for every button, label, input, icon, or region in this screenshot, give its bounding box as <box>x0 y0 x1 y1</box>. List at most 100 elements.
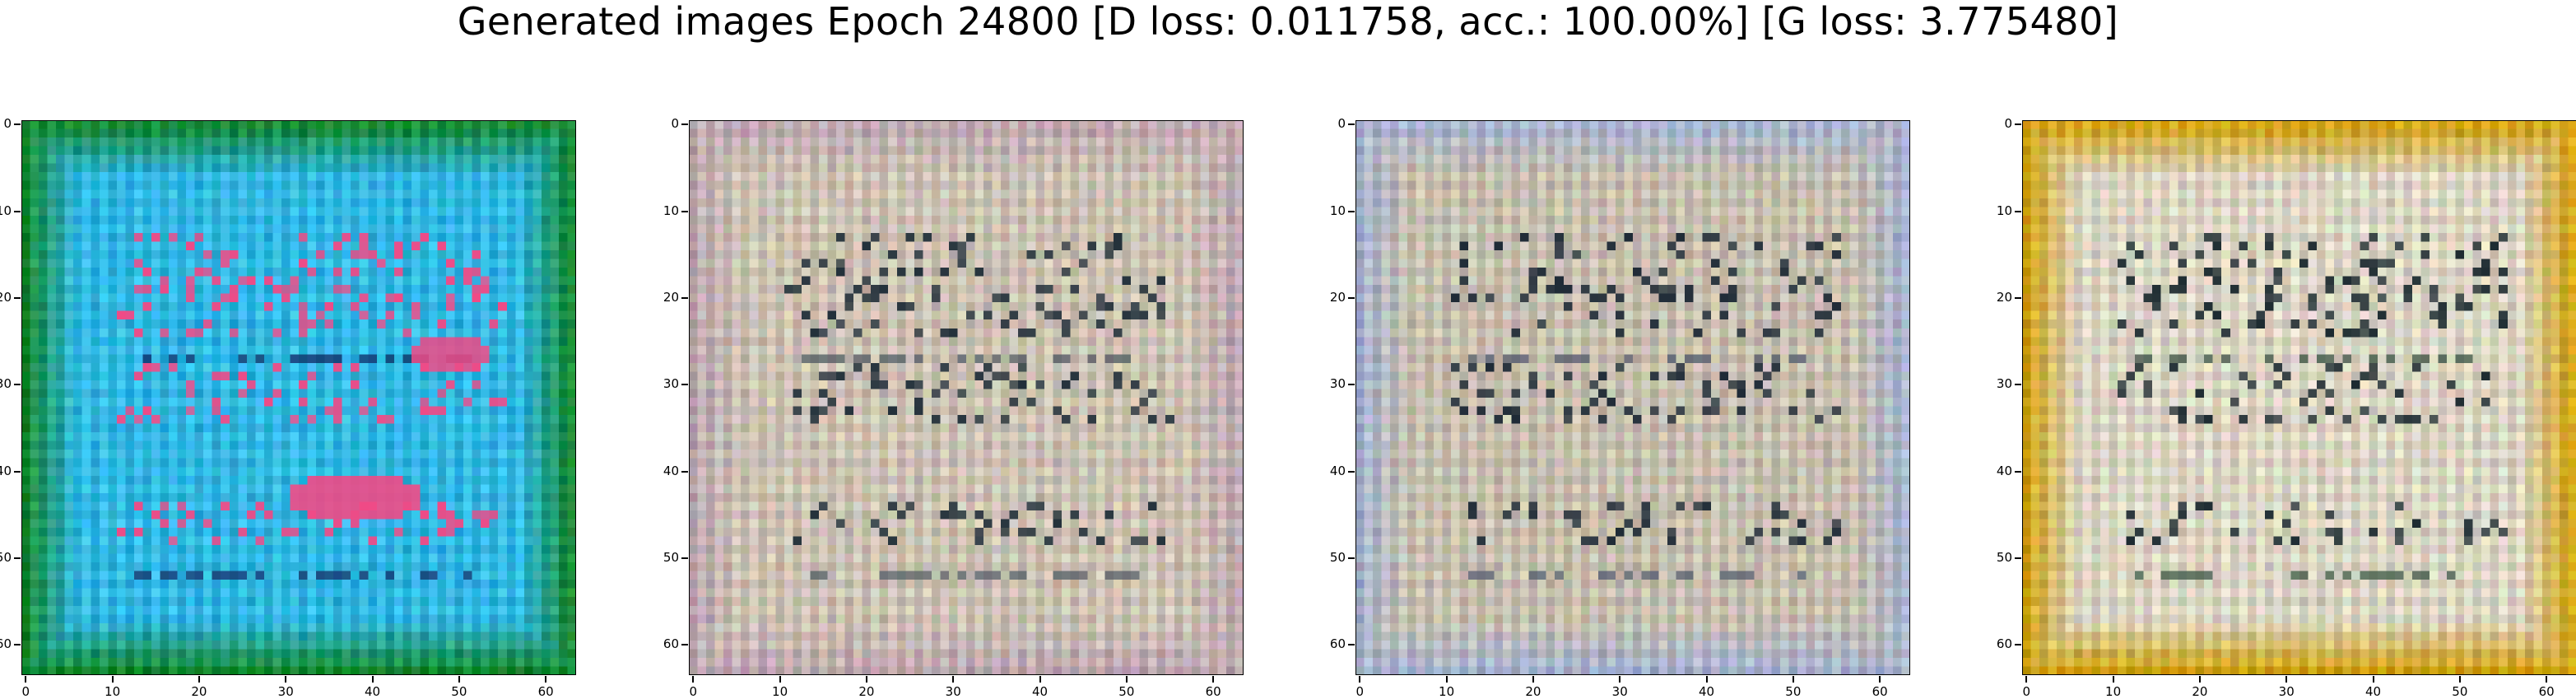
y-tick-mark <box>14 471 21 473</box>
y-tick-label: 20 <box>646 291 679 305</box>
y-tick-mark <box>681 123 688 125</box>
y-tick-label: 50 <box>1313 551 1346 565</box>
y-tick-label: 10 <box>646 204 679 218</box>
y-tick-label: 0 <box>646 117 679 131</box>
x-tick-mark <box>2373 676 2374 683</box>
y-tick-mark <box>681 471 688 473</box>
x-tick-label: 50 <box>443 685 476 699</box>
x-tick-mark <box>285 676 286 683</box>
y-tick-label: 40 <box>1979 464 2012 478</box>
x-tick-mark <box>1126 676 1128 683</box>
y-tick-mark <box>681 644 688 645</box>
y-tick-label: 60 <box>1313 637 1346 651</box>
x-tick-mark <box>692 676 694 683</box>
y-tick-label: 30 <box>1313 377 1346 391</box>
y-tick-mark <box>2015 297 2021 299</box>
x-tick-label: 10 <box>1430 685 1463 699</box>
x-tick-label: 0 <box>2010 685 2043 699</box>
generated-image-2-pixels <box>689 120 1244 675</box>
x-tick-mark <box>458 676 460 683</box>
generated-image-4-pixels <box>2022 120 2576 675</box>
y-tick-mark <box>14 384 21 385</box>
y-tick-label: 0 <box>1313 117 1346 131</box>
y-tick-label: 50 <box>646 551 679 565</box>
y-tick-label: 30 <box>0 377 12 391</box>
x-tick-mark <box>2546 676 2547 683</box>
x-tick-label: 60 <box>529 685 562 699</box>
y-tick-label: 40 <box>646 464 679 478</box>
x-tick-label: 60 <box>2530 685 2563 699</box>
y-tick-label: 30 <box>1979 377 2012 391</box>
y-tick-mark <box>1348 211 1355 212</box>
y-tick-label: 50 <box>0 551 12 565</box>
figure-title: Generated images Epoch 24800 [D loss: 0.… <box>0 0 2576 43</box>
x-tick-label: 20 <box>2183 685 2216 699</box>
y-tick-label: 0 <box>0 117 12 131</box>
y-tick-label: 60 <box>646 637 679 651</box>
x-tick-label: 0 <box>9 685 42 699</box>
x-tick-label: 10 <box>2097 685 2130 699</box>
x-tick-mark <box>1706 676 1708 683</box>
y-tick-mark <box>14 123 21 125</box>
y-tick-mark <box>1348 123 1355 125</box>
y-tick-label: 20 <box>0 291 12 305</box>
y-tick-label: 20 <box>1979 291 2012 305</box>
y-tick-mark <box>2015 384 2021 385</box>
x-tick-label: 30 <box>269 685 302 699</box>
x-tick-mark <box>2459 676 2461 683</box>
y-tick-mark <box>1348 384 1355 385</box>
x-tick-label: 20 <box>1517 685 1550 699</box>
x-tick-mark <box>1793 676 1794 683</box>
x-tick-mark <box>545 676 546 683</box>
y-tick-label: 10 <box>1313 204 1346 218</box>
x-tick-mark <box>1212 676 1214 683</box>
x-tick-mark <box>1039 676 1041 683</box>
y-tick-mark <box>681 297 688 299</box>
x-tick-mark <box>1359 676 1360 683</box>
x-tick-mark <box>2285 676 2287 683</box>
y-tick-mark <box>14 297 21 299</box>
x-tick-mark <box>952 676 954 683</box>
x-tick-mark <box>866 676 867 683</box>
x-tick-mark <box>2199 676 2201 683</box>
x-tick-mark <box>198 676 200 683</box>
y-tick-mark <box>14 211 21 212</box>
x-tick-label: 60 <box>1863 685 1896 699</box>
x-tick-label: 40 <box>1690 685 1723 699</box>
x-tick-label: 40 <box>1024 685 1057 699</box>
x-tick-mark <box>1446 676 1448 683</box>
x-tick-label: 30 <box>2270 685 2303 699</box>
x-tick-label: 40 <box>2357 685 2390 699</box>
x-tick-mark <box>2113 676 2114 683</box>
x-tick-mark <box>1619 676 1620 683</box>
x-tick-label: 10 <box>764 685 797 699</box>
generated-image-3-pixels <box>1355 120 1910 675</box>
x-tick-mark <box>779 676 781 683</box>
x-tick-label: 40 <box>356 685 389 699</box>
x-tick-mark <box>372 676 374 683</box>
x-tick-label: 0 <box>677 685 709 699</box>
y-tick-mark <box>14 557 21 559</box>
y-tick-mark <box>1348 297 1355 299</box>
y-tick-label: 60 <box>0 637 12 651</box>
y-tick-mark <box>14 644 21 645</box>
x-tick-mark <box>2025 676 2027 683</box>
x-tick-label: 50 <box>1777 685 1810 699</box>
y-tick-mark <box>2015 123 2021 125</box>
y-tick-mark <box>681 557 688 559</box>
y-tick-label: 50 <box>1979 551 2012 565</box>
y-tick-label: 0 <box>1979 117 2012 131</box>
x-tick-label: 50 <box>1110 685 1143 699</box>
y-tick-label: 10 <box>0 204 12 218</box>
x-tick-mark <box>1879 676 1881 683</box>
x-tick-mark <box>1532 676 1534 683</box>
y-tick-mark <box>2015 211 2021 212</box>
y-tick-mark <box>1348 644 1355 645</box>
y-tick-label: 40 <box>1313 464 1346 478</box>
x-tick-label: 50 <box>2443 685 2476 699</box>
y-tick-mark <box>1348 471 1355 473</box>
